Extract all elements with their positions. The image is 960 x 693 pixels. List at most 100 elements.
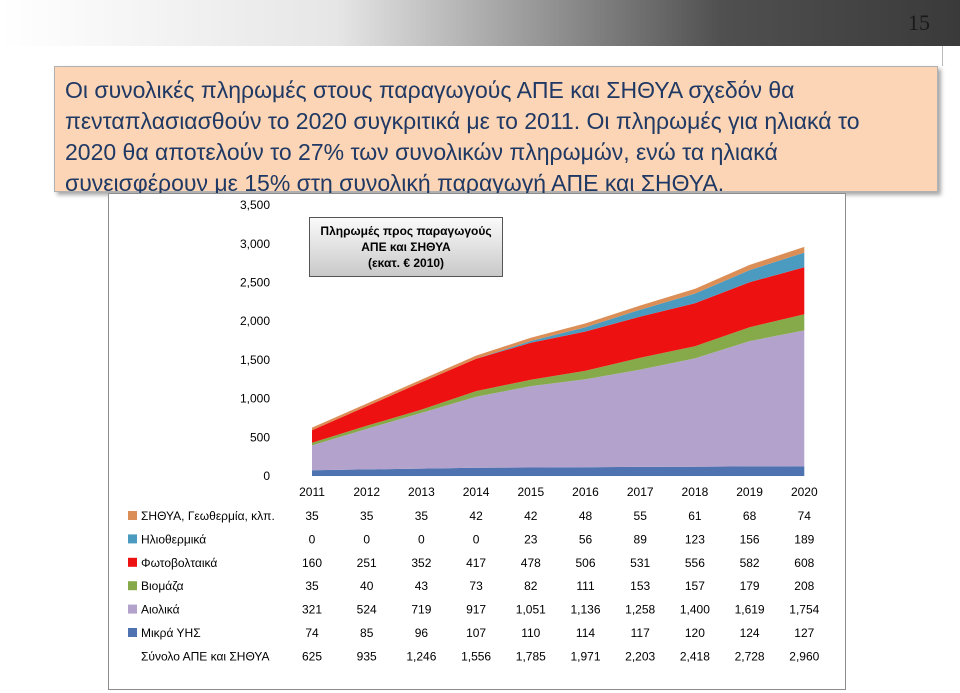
table-cell: 506 [575,556,595,570]
table-cell: 61 [688,509,702,523]
table-cell: 56 [579,532,593,546]
table-cell: 124 [740,626,760,640]
table-cell: 120 [685,626,705,640]
y-tick-label: 2,000 [240,314,270,328]
table-cell: 189 [794,532,814,546]
table-cell: 608 [794,556,814,570]
table-cell: 73 [469,579,483,593]
table-cell: 68 [743,509,757,523]
legend-label: Φωτοβολταικά [141,556,217,570]
total-cell: 625 [302,649,322,663]
legend-label: ΣΗΘΥΑ, Γεωθερμία, κλπ. [141,509,275,523]
legend-label: Μικρά ΥΗΣ [141,626,201,640]
table-cell: 89 [634,532,648,546]
legend-swatch [128,534,137,544]
table-cell: 156 [740,532,760,546]
table-cell: 531 [630,556,650,570]
total-cell: 935 [357,649,377,663]
area-Μικρά ΥΗΣ [312,466,805,476]
area-series-group [312,246,805,476]
table-cell: 208 [794,579,814,593]
total-row-label: Σύνολο ΑΠΕ και ΣΗΘΥΑ [141,649,270,663]
legend-label: Ηλιοθερμικά [141,532,206,546]
y-tick-label: 1,500 [240,353,270,367]
table-cell: 0 [473,532,480,546]
table-cell: 40 [360,579,374,593]
total-cell: 2,203 [625,649,655,663]
legend-swatch [128,557,137,567]
table-cell: 1,051 [516,603,546,617]
table-cell: 114 [576,626,595,640]
table-cell: 110 [521,626,540,640]
table-cell: 107 [466,626,486,640]
table-cell: 123 [685,532,705,546]
table-cell: 74 [305,626,319,640]
table-cell: 0 [309,532,316,546]
table-cell: 43 [415,579,429,593]
table-cell: 1,400 [680,603,710,617]
total-cell: 1,246 [406,649,436,663]
chart-title-line-2: ΑΠΕ και ΣΗΘΥΑ [361,240,451,254]
table-cell: 251 [357,556,377,570]
x-tick-label: 2014 [463,485,490,499]
x-tick-label: 2016 [572,485,599,499]
legend-swatch [128,604,137,614]
callout-line-3: 2020 θα αποτελούν το 27% των συνολικών π… [65,139,778,165]
table-cell: 179 [740,579,760,593]
table-cell: 74 [798,509,812,523]
callout-line-1: Οι συνολικές πληρωμές στους παραγωγούς Α… [65,77,795,103]
table-cell: 42 [524,509,538,523]
x-tick-label: 2019 [736,485,763,499]
total-cell: 1,556 [461,649,491,663]
table-cell: 0 [418,532,425,546]
table-cell: 35 [305,579,319,593]
y-tick-label: 0 [263,469,270,483]
chart-title-box: Πληρωμές προς παραγωγούς ΑΠΕ και ΣΗΘΥΑ (… [309,217,503,277]
table-cell: 1,619 [735,603,765,617]
divider-line [942,46,943,66]
x-tick-label: 2012 [353,485,380,499]
chart-title-line-3: (εκατ. € 2010) [367,256,445,270]
total-cell: 2,728 [735,649,765,663]
table-cell: 417 [466,556,486,570]
table-cell: 127 [794,626,814,640]
legend-label: Βιομάζα [141,579,184,593]
table-cell: 82 [524,579,538,593]
table-cell: 48 [579,509,593,523]
table-cell: 55 [634,509,648,523]
table-cell: 35 [305,509,319,523]
x-tick-label: 2018 [682,485,709,499]
table-cell: 917 [466,603,486,617]
summary-callout: Οι συνολικές πληρωμές στους παραγωγούς Α… [54,66,938,196]
table-cell: 96 [415,626,429,640]
y-tick-label: 1,000 [240,392,270,406]
legend-swatch [128,511,137,520]
table-cell: 321 [302,603,322,617]
table-cell: 0 [363,532,370,546]
table-cell: 111 [576,579,595,593]
total-cell: 2,960 [789,649,819,663]
table-cell: 719 [411,603,431,617]
area-Φωτοβολταικά [312,267,805,443]
table-cell: 1,258 [625,603,655,617]
area-Ηλιοθερμικά [312,252,805,431]
table-cell: 153 [630,579,650,593]
callout-line-4: συνεισφέρουν με 15% στη συνολική παραγωγ… [65,170,725,196]
x-tick-label: 2020 [791,485,818,499]
y-tick-label: 3,000 [240,237,270,251]
area-Αιολικά [312,330,805,471]
total-cell: 2,418 [680,649,710,663]
table-cell: 1,754 [789,603,819,617]
chart-title-line-1: Πληρωμές προς παραγωγούς [320,224,492,238]
table-cell: 35 [360,509,374,523]
table-cell: 85 [360,626,374,640]
total-cell: 1,785 [516,649,546,663]
callout-line-2: πενταπλασιασθούν το 2020 συγκριτικά με τ… [65,108,860,134]
legend-swatch [128,581,137,591]
table-cell: 1,136 [570,603,600,617]
page-number: 15 [908,10,930,35]
table-cell: 556 [685,556,705,570]
data-table: 2011 2012 2013 2014 2015 2016 2017 2018 2019 2020… [128,485,820,663]
table-cell: 42 [469,509,483,523]
